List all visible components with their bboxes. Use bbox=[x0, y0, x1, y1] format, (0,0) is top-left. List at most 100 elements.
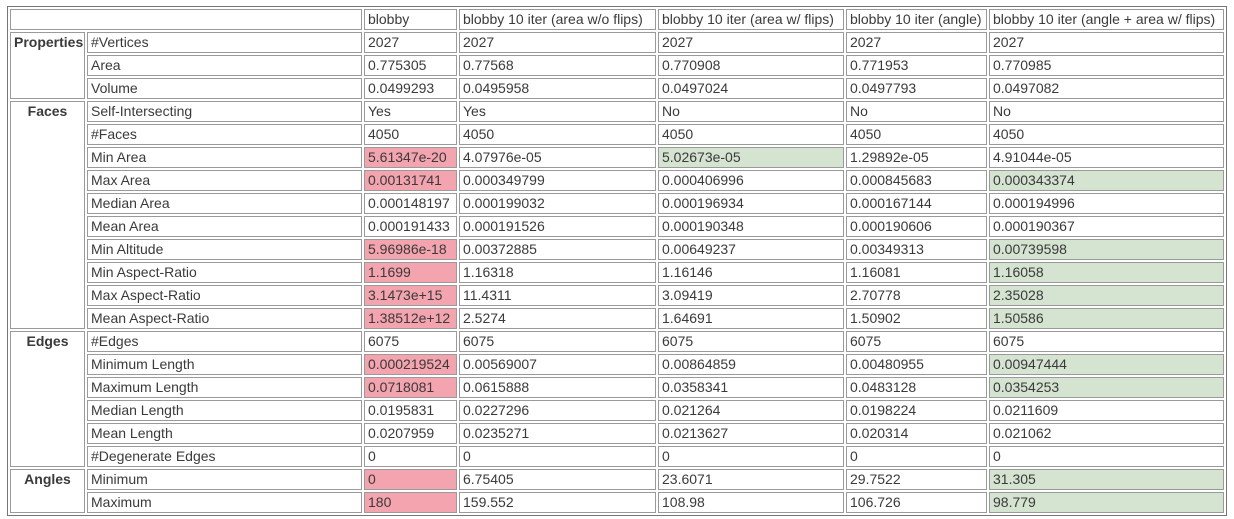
value-cell: 1.16081 bbox=[846, 262, 987, 283]
value-cell: 106.726 bbox=[846, 492, 987, 513]
value-cell: 1.50586 bbox=[989, 308, 1224, 329]
value-cell: 6.75405 bbox=[459, 469, 656, 490]
value-cell: 5.96986e-18 bbox=[364, 239, 457, 260]
value-cell: 180 bbox=[364, 492, 457, 513]
value-cell: 0.000196934 bbox=[658, 193, 844, 214]
value-cell: 4.91044e-05 bbox=[989, 147, 1224, 168]
table-row: #Degenerate Edges 0 0 0 0 0 bbox=[10, 446, 1224, 467]
header-row: blobby blobby 10 iter (area w/o flips) blo… bbox=[10, 9, 1224, 30]
value-cell: 0.00569007 bbox=[459, 354, 656, 375]
value-cell: 0.000343374 bbox=[989, 170, 1224, 191]
value-cell: No bbox=[658, 101, 844, 122]
value-cell: 1.50902 bbox=[846, 308, 987, 329]
value-cell: 0.0497024 bbox=[658, 78, 844, 99]
value-cell: 0.000191526 bbox=[459, 216, 656, 237]
row-label: Maximum bbox=[87, 492, 362, 513]
value-cell: 6075 bbox=[658, 331, 844, 352]
value-cell: 1.64691 bbox=[658, 308, 844, 329]
value-cell: 0.0718081 bbox=[364, 377, 457, 398]
value-cell: 0.770985 bbox=[989, 55, 1224, 76]
value-cell: 0.00480955 bbox=[846, 354, 987, 375]
value-cell: 4050 bbox=[658, 124, 844, 145]
value-cell: 0 bbox=[846, 446, 987, 467]
value-cell: 1.1699 bbox=[364, 262, 457, 283]
table-row: Volume 0.0499293 0.0495958 0.0497024 0.04977… bbox=[10, 78, 1224, 99]
table-row: Mean Length 0.0207959 0.0235271 0.0213627 0.… bbox=[10, 423, 1224, 444]
value-cell: 0.021062 bbox=[989, 423, 1224, 444]
value-cell: 0.00372885 bbox=[459, 239, 656, 260]
table-body: Properties #Vertices 2027 2027 2027 2027 2027 A… bbox=[10, 32, 1224, 513]
value-cell: 0.00349313 bbox=[846, 239, 987, 260]
value-cell: 2.5274 bbox=[459, 308, 656, 329]
value-cell: 6075 bbox=[364, 331, 457, 352]
table-row: Mean Area 0.000191433 0.000191526 0.0001903… bbox=[10, 216, 1224, 237]
table-row: Faces Self-Intersecting Yes Yes No No No bbox=[10, 101, 1224, 329]
table-row: Maximum Length 0.0718081 0.0615888 0.035834… bbox=[10, 377, 1224, 398]
value-cell: 0.0497793 bbox=[846, 78, 987, 99]
corner-cell bbox=[10, 9, 362, 30]
table-row: Min Altitude 5.96986e-18 0.00372885 0.00649… bbox=[10, 239, 1224, 260]
column-header: blobby bbox=[364, 9, 457, 30]
value-cell: 0.00864859 bbox=[658, 354, 844, 375]
value-cell: 2027 bbox=[459, 32, 656, 53]
value-cell: 0.77568 bbox=[459, 55, 656, 76]
value-cell: 2.70778 bbox=[846, 285, 987, 306]
table-row: Properties #Vertices 2027 2027 2027 2027 2027 bbox=[10, 32, 1224, 99]
column-header: blobby 10 iter (angle) bbox=[846, 9, 987, 30]
table-header: blobby blobby 10 iter (area w/o flips) blo… bbox=[10, 9, 1224, 30]
table-row: Minimum Length 0.000219524 0.00569007 0.008… bbox=[10, 354, 1224, 375]
value-cell: Yes bbox=[364, 101, 457, 122]
table-row: Max Aspect-Ratio 3.1473e+15 11.4311 3.09419… bbox=[10, 285, 1224, 306]
value-cell: 0.0235271 bbox=[459, 423, 656, 444]
value-cell: 0.000190606 bbox=[846, 216, 987, 237]
value-cell: 3.1473e+15 bbox=[364, 285, 457, 306]
value-cell: 0.0497082 bbox=[989, 78, 1224, 99]
value-cell: 2027 bbox=[846, 32, 987, 53]
value-cell: 0 bbox=[364, 446, 457, 467]
value-cell: 0.0198224 bbox=[846, 400, 987, 421]
value-cell: 29.7522 bbox=[846, 469, 987, 490]
value-cell: 2027 bbox=[989, 32, 1224, 53]
value-cell: 0.0354253 bbox=[989, 377, 1224, 398]
value-cell: 0.000199032 bbox=[459, 193, 656, 214]
group-label: Faces bbox=[10, 101, 85, 329]
value-cell: 0.00131741 bbox=[364, 170, 457, 191]
row-label: Min Altitude bbox=[87, 239, 362, 260]
table-row: Min Area 5.61347e-20 4.07976e-05 5.02673e-0… bbox=[10, 147, 1224, 168]
value-cell: 2027 bbox=[658, 32, 844, 53]
value-cell: 0.0195831 bbox=[364, 400, 457, 421]
value-cell: 3.09419 bbox=[658, 285, 844, 306]
value-cell: 4050 bbox=[846, 124, 987, 145]
table-row: Maximum 180 159.552 108.98 106.726 98.779 bbox=[10, 492, 1224, 513]
table-row: Min Aspect-Ratio 1.1699 1.16318 1.16146 1.16… bbox=[10, 262, 1224, 283]
value-cell: 0.00739598 bbox=[989, 239, 1224, 260]
value-cell: 0.775305 bbox=[364, 55, 457, 76]
value-cell: 5.02673e-05 bbox=[658, 147, 844, 168]
value-cell: 2.35028 bbox=[989, 285, 1224, 306]
table-row: Median Length 0.0195831 0.0227296 0.021264 0… bbox=[10, 400, 1224, 421]
value-cell: 98.779 bbox=[989, 492, 1224, 513]
group-label: Properties bbox=[10, 32, 85, 99]
value-cell: 23.6071 bbox=[658, 469, 844, 490]
row-label: Maximum Length bbox=[87, 377, 362, 398]
row-label: Min Aspect-Ratio bbox=[87, 262, 362, 283]
value-cell: 0.0358341 bbox=[658, 377, 844, 398]
row-label: Max Area bbox=[87, 170, 362, 191]
value-cell: 0.000148197 bbox=[364, 193, 457, 214]
row-label: Mean Area bbox=[87, 216, 362, 237]
row-label: #Edges bbox=[87, 331, 362, 352]
table-row: Edges #Edges 6075 6075 6075 6075 6075 bbox=[10, 331, 1224, 467]
value-cell: 0.00947444 bbox=[989, 354, 1224, 375]
value-cell: 0.0495958 bbox=[459, 78, 656, 99]
value-cell: 0.000194996 bbox=[989, 193, 1224, 214]
value-cell: 108.98 bbox=[658, 492, 844, 513]
value-cell: 0 bbox=[459, 446, 656, 467]
table-row: Angles Minimum 0 6.75405 23.6071 29.7522 31.30… bbox=[10, 469, 1224, 513]
row-label: Median Area bbox=[87, 193, 362, 214]
group-label: Angles bbox=[10, 469, 85, 513]
column-header: blobby 10 iter (angle + area w/ flips) bbox=[989, 9, 1224, 30]
value-cell: 1.38512e+12 bbox=[364, 308, 457, 329]
row-label: Min Area bbox=[87, 147, 362, 168]
value-cell: 0.0483128 bbox=[846, 377, 987, 398]
value-cell: 0.000349799 bbox=[459, 170, 656, 191]
